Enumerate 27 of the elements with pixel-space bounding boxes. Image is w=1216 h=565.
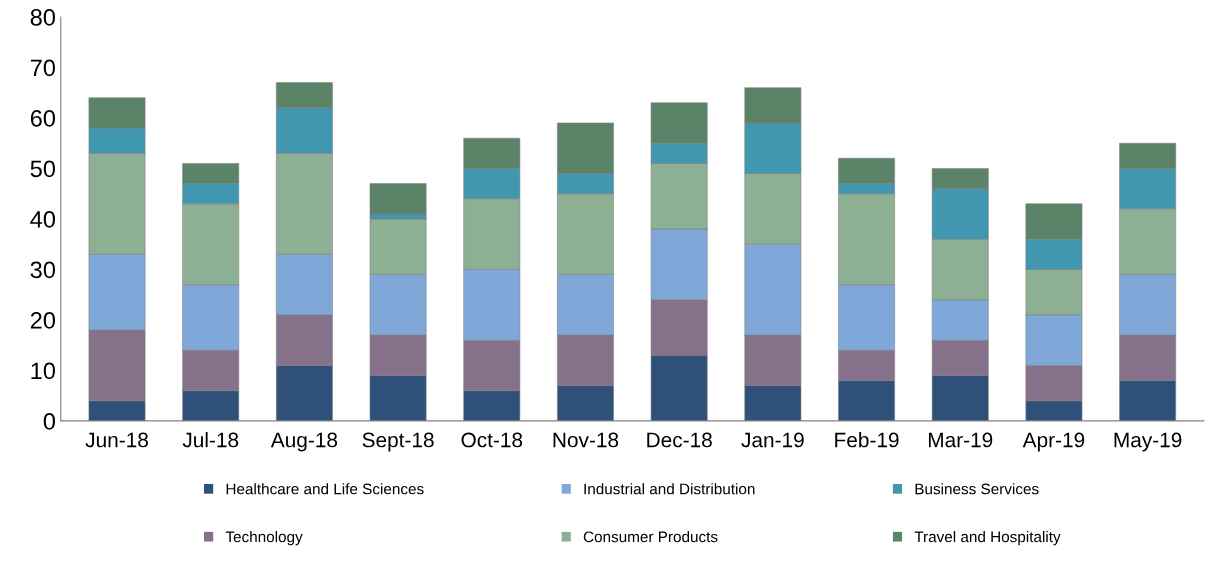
y-tick-label: 0 <box>43 412 56 430</box>
x-tick-label: Sept-18 <box>362 432 434 452</box>
y-tick-label: 70 <box>30 59 56 77</box>
x-tick-label: Jul-18 <box>182 432 239 448</box>
y-tick-label: 10 <box>31 362 56 380</box>
legend-label: Technology <box>225 531 303 546</box>
x-tick-label: Jan-19 <box>741 432 804 448</box>
x-tick-label: Apr-19 <box>1022 432 1085 452</box>
legend-label: Consumer Products <box>583 531 718 543</box>
x-tick-label: Mar-19 <box>928 432 993 448</box>
x-tick-label: Oct-18 <box>461 432 523 448</box>
legend-label: Industrial and Distribution <box>584 483 755 495</box>
x-tick-label: Jun-18 <box>85 432 148 448</box>
y-tick-label: 80 <box>30 9 56 26</box>
y-tick-label: 50 <box>30 160 56 178</box>
x-tick-label: Nov-18 <box>553 432 619 448</box>
x-tick-label: Feb-19 <box>835 432 899 448</box>
y-tick-label: 40 <box>30 211 56 228</box>
y-tick-label: 60 <box>30 110 56 127</box>
y-tick-label: 20 <box>30 312 56 329</box>
legend-label: Travel and Hospitality <box>914 531 1061 546</box>
x-tick-label: May-19 <box>1114 432 1182 452</box>
x-tick-label: Aug-18 <box>270 432 338 452</box>
x-tick-label: Dec-18 <box>647 432 712 448</box>
legend-label: Healthcare and Life Sciences <box>226 483 424 495</box>
y-tick-label: 30 <box>30 261 56 279</box>
legend-label: Business Services <box>915 483 1039 495</box>
